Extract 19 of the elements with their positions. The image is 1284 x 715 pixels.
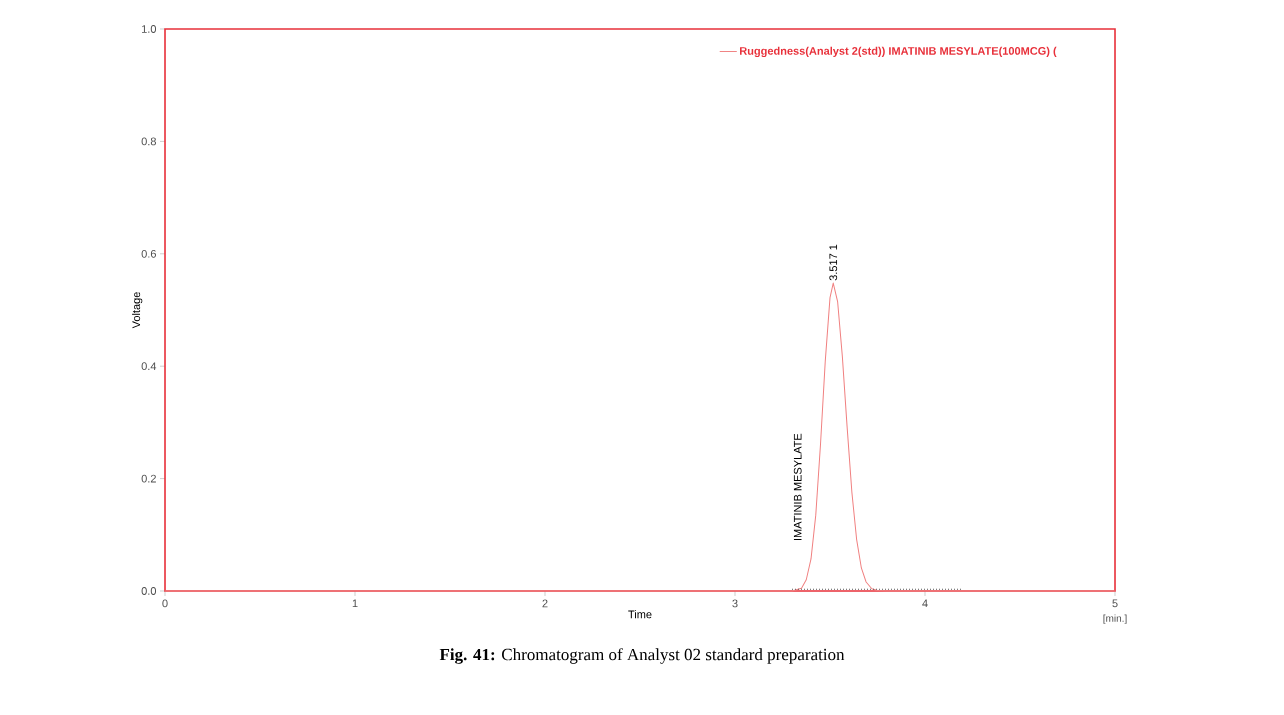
x-tick-label: 2 [542,599,548,608]
x-axis-title: Time [628,610,652,619]
text: Fig. 41: Chromatogram of Analyst 02 standard preparation [439,648,845,664]
annotation: 3.517 1 [829,244,838,281]
y-tick-label: 0.0 [141,587,157,595]
x-tick-label: 4 [922,599,928,608]
x-tick-label: 5 [1112,599,1118,608]
y-axis-title: Voltage [132,292,143,329]
text: [min.] [1103,614,1127,624]
y-tick-label: 0.4 [141,362,157,371]
y-tick-label: 0.8 [141,137,156,146]
x-tick-label: 0 [162,599,168,608]
y-tick-label: 0.6 [141,249,156,258]
x-tick-label: 3 [732,599,738,608]
y-tick-label: 0.2 [141,474,156,483]
legend-label: Ruggedness(Analyst 2(std)) IMATINIB MESYLATE(100MCG) ( [740,46,1057,58]
annotation: IMATINIB MESYLATE [793,433,802,540]
y-tick-label: 1.0 [142,25,157,33]
x-tick-label: 1 [352,599,358,608]
